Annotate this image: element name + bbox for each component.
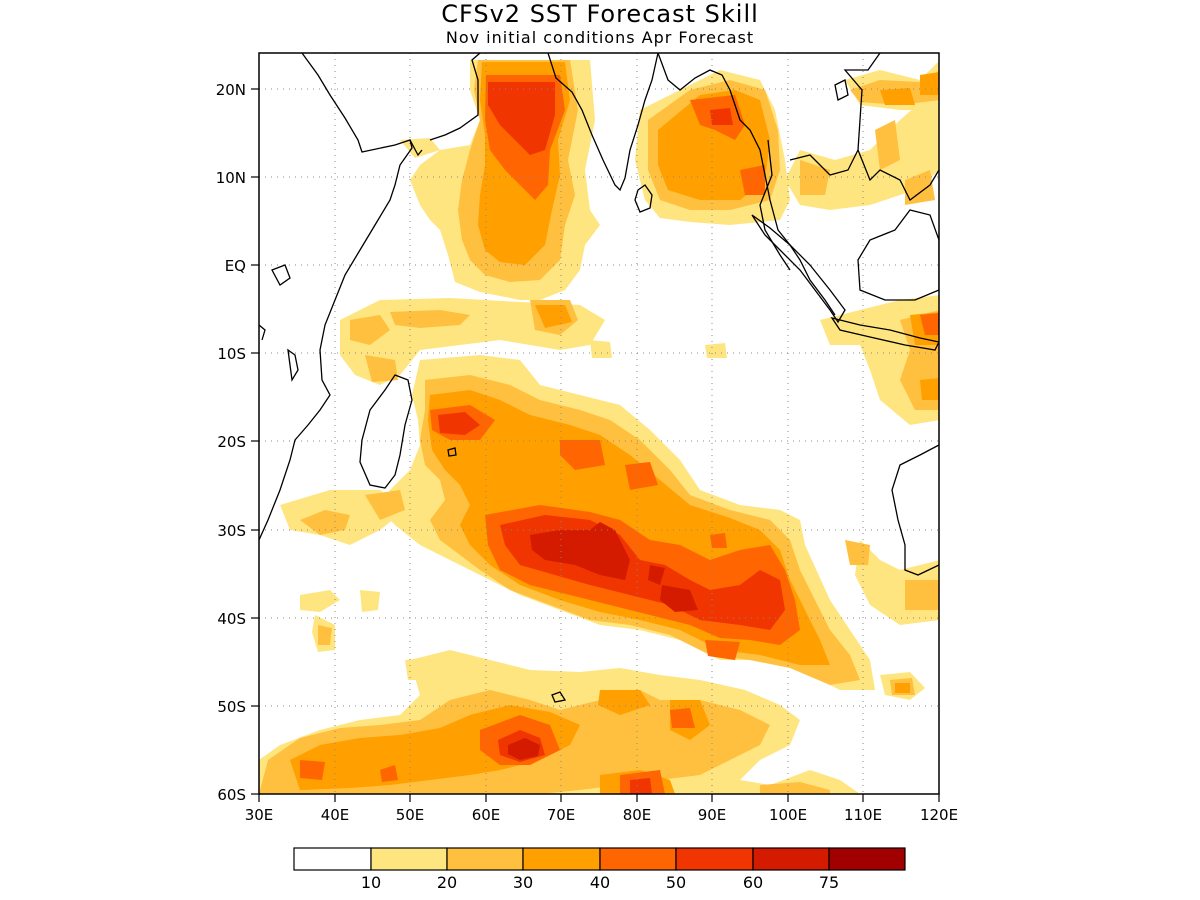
malay-peninsula (759, 139, 791, 271)
colorbar-swatch-6 (752, 847, 830, 871)
madagascar-coastline (359, 374, 413, 489)
x-axis-labels: 30E 40E 50E 60E 70E 80E 90E 100E 110E 12… (245, 806, 958, 824)
somalia-horn (409, 139, 423, 157)
colorbar-label: 50 (666, 873, 686, 892)
mascarene-islands (447, 447, 457, 457)
colorbar-swatch-3 (522, 847, 601, 871)
borneo-coast (857, 209, 939, 301)
sumatra-coast (751, 214, 846, 324)
africa-coastline (259, 53, 413, 541)
skill-band-60-75 (508, 522, 698, 760)
y-axis-labels: 20N 10N EQ 10S 20S 30S 40S 50S 60S (216, 81, 246, 804)
y-tick-label: EQ (225, 257, 246, 275)
indochina-coast (857, 149, 939, 201)
x-tick-label: 90E (698, 806, 727, 824)
australia-coastline (891, 444, 939, 576)
plot-frame (258, 52, 940, 795)
colorbar-swatch-2 (446, 847, 524, 871)
colorbar: 10 20 30 40 50 60 75 (293, 847, 906, 892)
india-coastline (547, 53, 659, 192)
x-tick-label: 50E (396, 806, 425, 824)
colorbar-swatch-0 (293, 847, 372, 871)
bay-of-bengal-coast (657, 53, 836, 316)
colorbar-label: 60 (743, 873, 763, 892)
x-tick-label: 30E (245, 806, 274, 824)
x-tick-label: 110E (844, 806, 882, 824)
comoros (287, 348, 299, 382)
y-tick-label: 30S (217, 522, 246, 540)
colorbar-swatch-7 (828, 847, 906, 871)
sri-lanka-coastline (634, 184, 653, 213)
colorbar-label: 30 (513, 873, 533, 892)
coastlines (259, 53, 939, 703)
colorbar-label: 40 (590, 873, 610, 892)
kerguelen-islands (551, 691, 567, 703)
x-tick-label: 120E (920, 806, 958, 824)
x-tick-label: 60E (472, 806, 501, 824)
skill-field (259, 60, 939, 794)
tick-marks (251, 88, 940, 802)
java-coast (830, 316, 939, 351)
y-tick-label: 20N (216, 81, 246, 99)
colorbar-swatch-5 (675, 847, 754, 871)
y-tick-label: 60S (217, 786, 246, 804)
arabia-coastline (429, 53, 481, 141)
x-tick-label: 100E (769, 806, 807, 824)
x-tick-label: 80E (623, 806, 652, 824)
east-africa-inland (259, 324, 266, 341)
y-tick-label: 40S (217, 610, 246, 628)
y-tick-label: 10S (217, 345, 246, 363)
colorbar-swatch-4 (599, 847, 677, 871)
philippines-island (834, 79, 849, 101)
colorbar-label: 10 (361, 873, 381, 892)
y-tick-label: 20S (217, 433, 246, 451)
colorbar-label: 20 (437, 873, 457, 892)
y-tick-label: 50S (217, 698, 246, 716)
southeast-asia-coast (789, 53, 881, 176)
x-tick-label: 70E (547, 806, 576, 824)
chart-subtitle: Nov initial conditions Apr Forecast (445, 28, 755, 47)
chart-title: CFSv2 SST Forecast Skill (441, 0, 759, 28)
colorbar-swatch-1 (370, 847, 448, 871)
colorbar-label: 75 (819, 873, 839, 892)
y-tick-label: 10N (216, 169, 246, 187)
seychelles (271, 264, 291, 286)
x-tick-label: 40E (321, 806, 350, 824)
